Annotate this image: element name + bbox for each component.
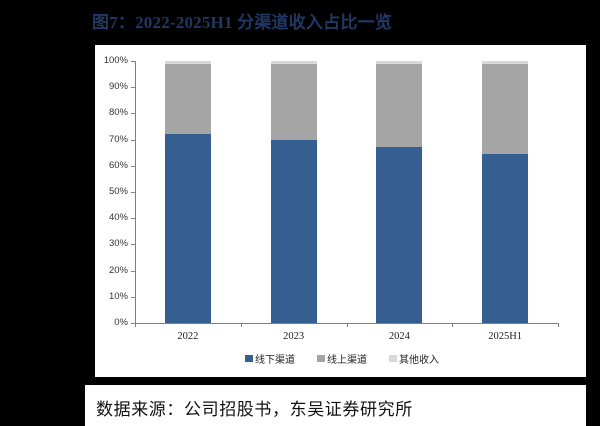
- y-tick-label: 80%: [108, 107, 128, 119]
- legend-label: 其他收入: [399, 355, 439, 366]
- y-tick: [131, 87, 135, 89]
- y-tick: [131, 139, 135, 141]
- bar-2025H1: [482, 61, 529, 323]
- bar-segment: [164, 63, 211, 135]
- bar-segment: [482, 154, 529, 323]
- y-tick-label: 30%: [108, 238, 128, 250]
- legend-swatch-offline: [245, 355, 253, 362]
- legend-swatch-other: [389, 355, 397, 362]
- legend-label: 线上渠道: [327, 355, 367, 366]
- chart-panel: 0% 10% 20% 30% 40% 50% 60% 70% 80% 90% 100% 2022 20…: [95, 45, 586, 377]
- y-tick-label: 10%: [108, 290, 128, 302]
- source-text: 数据来源：公司招股书，东吴证券研究所: [96, 400, 413, 420]
- legend: 线下渠道 线上渠道 其他收入: [245, 351, 439, 366]
- y-tick: [131, 218, 135, 220]
- y-tick: [131, 192, 135, 193]
- legend-swatch-online: [317, 355, 325, 362]
- y-tick-label: 40%: [108, 212, 128, 224]
- y-tick: [131, 61, 135, 62]
- y-tick-label: 70%: [108, 133, 128, 145]
- bar-segment: [376, 63, 423, 148]
- bar-segment: [482, 63, 529, 155]
- bar-segment: [376, 147, 423, 323]
- legend-item-offline: 线下渠道: [245, 351, 295, 366]
- bar-segment: [482, 61, 529, 64]
- x-tick: [135, 323, 136, 327]
- y-tick-label: 20%: [108, 264, 128, 276]
- y-tick-label: 100%: [103, 55, 128, 66]
- bar-segment: [270, 63, 317, 140]
- y-tick: [131, 244, 135, 246]
- bar-segment: [270, 61, 317, 64]
- y-tick: [131, 113, 135, 115]
- y-tick-label: 60%: [108, 159, 128, 171]
- y-tick: [131, 296, 135, 298]
- bar-2023: [270, 61, 317, 323]
- x-tick: [452, 323, 454, 327]
- x-tick-label: 2022: [177, 331, 199, 342]
- legend-item-other: 其他收入: [389, 351, 439, 366]
- x-tick-label: 2023: [283, 331, 305, 342]
- y-tick: [131, 323, 135, 324]
- legend-item-online: 线上渠道: [317, 351, 367, 366]
- bar-segment: [164, 134, 211, 323]
- x-tick: [558, 323, 559, 327]
- x-tick-label: 2025H1: [488, 331, 523, 342]
- bar-2022: [164, 61, 211, 323]
- bar-2024: [376, 61, 423, 323]
- source-caption: 数据来源：公司招股书，东吴证券研究所: [85, 385, 586, 426]
- y-tick-label: 90%: [108, 81, 128, 93]
- y-axis-line: [135, 61, 136, 323]
- x-tick-label: 2024: [388, 331, 410, 342]
- bar-segment: [270, 139, 317, 323]
- x-tick: [346, 323, 348, 327]
- y-tick: [131, 270, 135, 272]
- y-tick: [131, 165, 135, 167]
- y-tick-label: 50%: [108, 186, 128, 197]
- y-tick-label: 0%: [114, 317, 128, 328]
- bar-segment: [376, 61, 423, 64]
- legend-label: 线下渠道: [255, 355, 295, 366]
- chart-title: 图7：2022-2025H1 分渠道收入占比一览: [92, 13, 392, 32]
- x-tick: [240, 323, 242, 327]
- bar-segment: [164, 61, 211, 64]
